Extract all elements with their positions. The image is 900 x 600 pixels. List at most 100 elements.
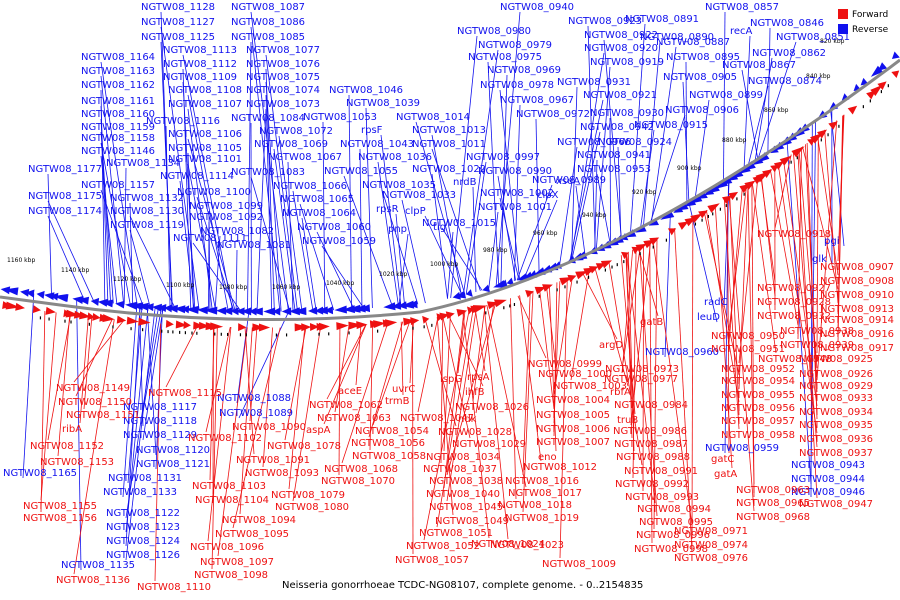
scale-tick-label: 1100 kbp — [166, 282, 194, 289]
legend-forward-label: Forward — [852, 10, 888, 20]
reverse-callout-line — [146, 306, 157, 456]
forward-callout-line — [837, 115, 844, 343]
reverse-callout-line — [629, 23, 646, 235]
reverse-callout-line — [214, 235, 221, 311]
reverse-gene-label: NGTW08_1087 — [231, 2, 305, 13]
forward-gene-label: NGTW08_1103 — [192, 481, 266, 492]
forward-gene — [649, 237, 660, 246]
forward-callout-line — [751, 181, 755, 498]
scale-tick-label: 820 kbp — [820, 38, 845, 45]
feature-mark — [820, 138, 822, 142]
forward-callout-line — [423, 309, 470, 541]
forward-callout-line — [338, 325, 341, 476]
scale-tick-label: 840 kbp — [806, 73, 831, 80]
forward-callout-line — [486, 304, 527, 488]
reverse-gene-label: NGTW08_1046 — [329, 85, 403, 96]
forward-callout-line — [728, 187, 743, 344]
forward-gene — [309, 323, 320, 332]
reverse-callout-line — [523, 199, 558, 278]
forward-callout-line — [417, 316, 439, 413]
reverse-gene-label: NGTW08_1002 — [480, 188, 554, 199]
forward-gene-label: NGTW08_1104 — [195, 495, 269, 506]
forward-callout-line — [436, 308, 474, 528]
reverse-gene-label: NGTW08_1174 — [28, 206, 102, 217]
forward-gene-label: NGTW08_0986 — [613, 426, 687, 437]
forward-gene-label: NGTW08_1007 — [536, 437, 610, 448]
forward-gene — [348, 321, 363, 330]
forward-gene-label: NGTW08_1024 — [471, 539, 545, 550]
reverse-gene-label: NGTW08_1081 — [217, 240, 291, 251]
reverse-callout-line — [559, 146, 578, 266]
forward-gene-label: rbfA — [610, 387, 631, 398]
forward-callout-line — [239, 327, 253, 515]
reverse-gene-label: NGTW08_1055 — [324, 166, 398, 177]
forward-callout-line — [217, 327, 248, 557]
forward-callout-line — [244, 327, 255, 455]
reverse-callout-line — [603, 39, 622, 240]
forward-gene-label: NGTW08_1005 — [536, 410, 610, 421]
reverse-gene — [236, 307, 245, 316]
reverse-gene-label: NGTW08_1126 — [106, 550, 180, 561]
forward-gene-label: NGTW08_0934 — [799, 407, 873, 418]
forward-gene-label: NGTW08_1102 — [188, 433, 262, 444]
feature-mark — [196, 331, 198, 335]
forward-gene-label: aceE — [338, 386, 362, 397]
forward-gene-label: NGTW08_1093 — [245, 468, 319, 479]
reverse-callout-line — [596, 173, 611, 245]
reverse-callout-line — [247, 41, 252, 312]
forward-gene-label: NGTW08_0957 — [721, 416, 795, 427]
forward-gene — [728, 191, 739, 201]
forward-gene — [373, 320, 386, 329]
reverse-callout-line — [47, 200, 95, 302]
feature-mark — [112, 325, 114, 329]
forward-gene-label: NGTW08_0939 — [780, 340, 854, 351]
reverse-gene — [722, 176, 733, 185]
forward-callout-line — [705, 210, 740, 403]
reverse-gene-label: NGTW08_0890 — [640, 32, 714, 43]
forward-gene-label: NGTW08_0935 — [799, 420, 873, 431]
feature-mark — [179, 330, 181, 334]
reverse-callout-line — [642, 41, 661, 229]
reverse-callout-line — [535, 118, 540, 273]
feature-mark — [39, 316, 42, 320]
forward-callout-line — [653, 237, 658, 530]
forward-callout-line — [723, 199, 740, 430]
reverse-gene — [181, 305, 190, 314]
reverse-callout-line — [595, 66, 611, 251]
forward-gene-label: NGTW08_0971 — [674, 526, 748, 537]
feature-mark — [712, 212, 714, 216]
forward-gene — [891, 70, 900, 79]
reverse-gene-label: xseA — [556, 176, 580, 187]
forward-gene — [744, 180, 756, 190]
feature-mark — [423, 325, 425, 329]
forward-callout-line — [474, 308, 486, 372]
reverse-gene-label: NGTW08_0989 — [532, 175, 606, 186]
reverse-gene-label: NGTW08_1083 — [231, 167, 305, 178]
forward-gene-label: NGTW08_0907 — [820, 262, 894, 273]
reverse-callout-line — [316, 231, 355, 310]
reverse-callout-line — [685, 61, 688, 206]
forward-gene — [356, 321, 368, 330]
feature-mark — [623, 260, 625, 264]
feature-mark — [214, 332, 216, 336]
feature-mark — [796, 156, 798, 160]
reverse-gene-label: NGTW08_1064 — [282, 208, 356, 219]
reverse-gene-label: NGTW08_0921 — [583, 90, 657, 101]
feature-mark — [88, 322, 90, 326]
forward-gene — [422, 315, 430, 324]
reverse-gene-label: NGTW08_1112 — [163, 59, 237, 70]
reverse-gene — [167, 304, 178, 313]
forward-gene — [472, 305, 487, 313]
forward-gene-label: argD — [599, 340, 623, 351]
forward-callout-line — [652, 239, 693, 526]
scale-tick-label: 1060 kbp — [272, 284, 300, 291]
reverse-callout-line — [165, 125, 171, 309]
reverse-gene — [891, 51, 900, 59]
forward-gene-label: NGTW08_1151 — [66, 410, 140, 421]
reverse-callout-line — [743, 35, 751, 171]
forward-gene — [102, 314, 115, 323]
reverse-gene-label: NGTW08_0959 — [705, 443, 779, 454]
forward-gene-label: NGTW08_1149 — [56, 383, 130, 394]
reverse-callout-line — [100, 189, 144, 307]
reverse-gene-label: NGTW08_0905 — [663, 72, 737, 83]
